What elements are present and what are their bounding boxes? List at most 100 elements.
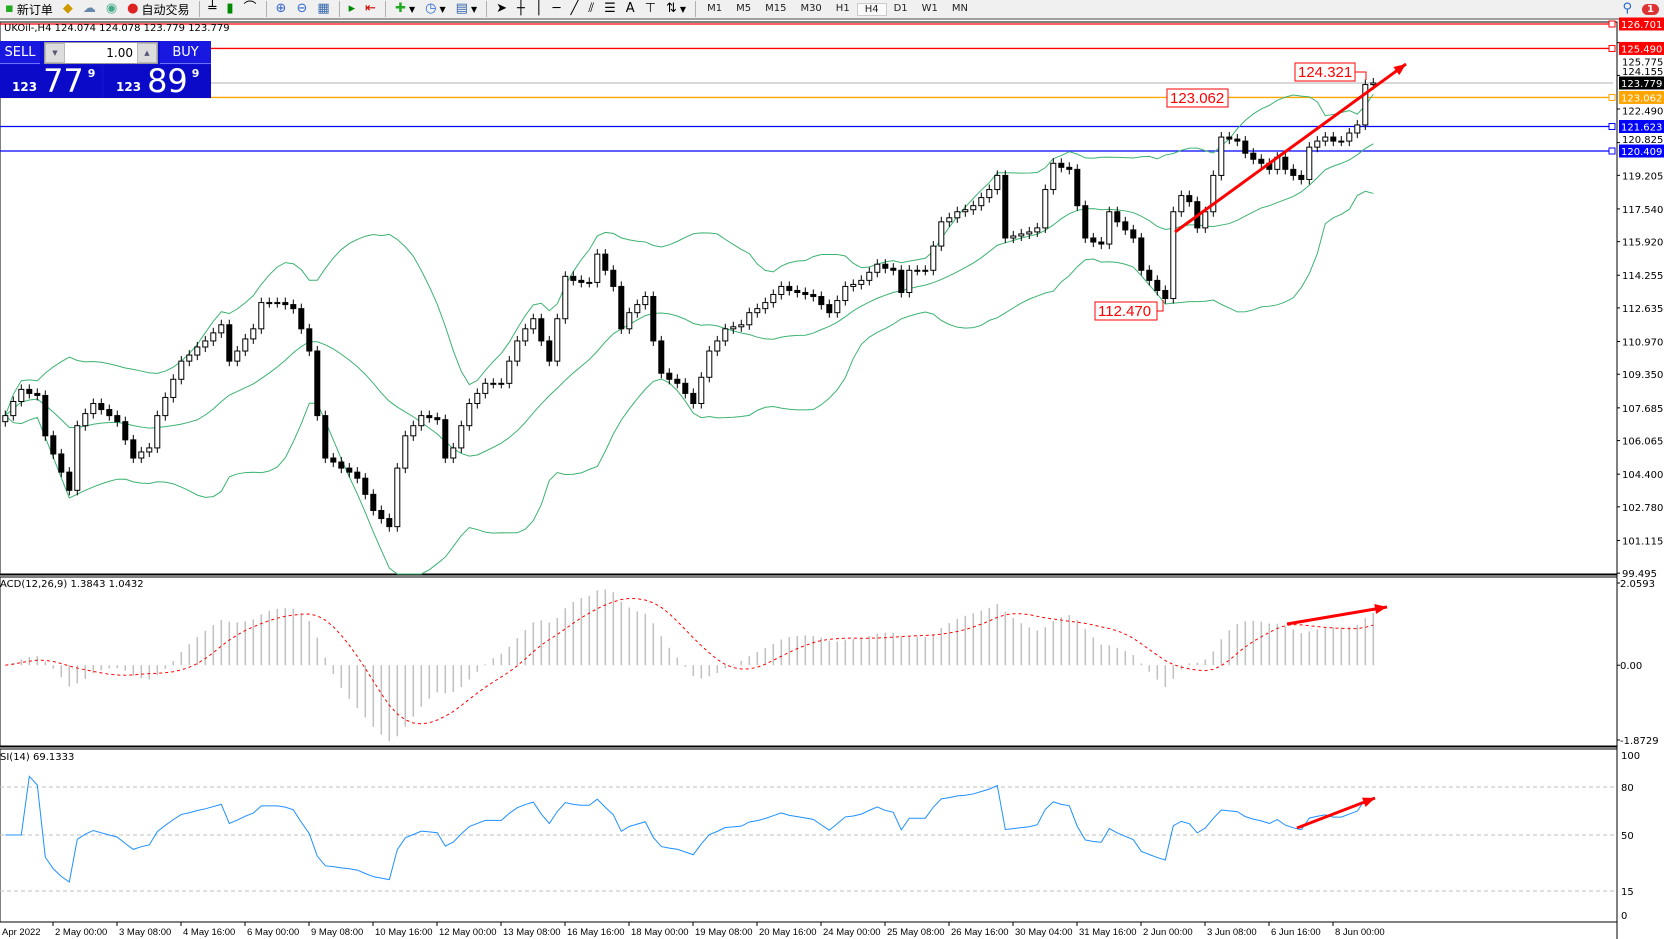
- notifications-button[interactable]: 1: [1637, 0, 1664, 18]
- chart-shift-button[interactable]: ⇤: [360, 0, 381, 18]
- arrows-tool[interactable]: ⇅ ▼: [661, 0, 691, 18]
- candle-bullish: [706, 350, 713, 378]
- candle-bullish: [250, 328, 257, 340]
- candle-chart-button[interactable]: ▮: [221, 0, 238, 18]
- candle-bearish: [354, 471, 361, 479]
- candle-bearish: [1162, 289, 1169, 300]
- buy-price[interactable]: 123 89 9: [104, 64, 211, 98]
- candle-bearish: [658, 340, 665, 374]
- trendline-tool[interactable]: ╱: [565, 0, 583, 18]
- horizontal-line-tool[interactable]: ─: [548, 0, 566, 18]
- candle-bullish: [82, 413, 89, 427]
- channel-tool[interactable]: ⫽: [583, 0, 599, 18]
- candle-bearish: [130, 439, 137, 459]
- tile-windows-button[interactable]: ▦: [312, 0, 334, 18]
- candle-bullish: [1218, 136, 1225, 176]
- periods-button[interactable]: ◷ ▼: [420, 0, 451, 18]
- sell-button[interactable]: SELL: [0, 41, 40, 64]
- search-button[interactable]: ⚲: [1618, 0, 1638, 18]
- indicators-button[interactable]: ✚ ▼: [390, 0, 420, 18]
- candle-bullish: [482, 382, 489, 394]
- toolbar-separator: [198, 1, 200, 17]
- timeframe-d1[interactable]: D1: [893, 2, 908, 14]
- line-handle: [1608, 44, 1616, 52]
- auto-trade-button[interactable]: ● 自动交易: [127, 1, 190, 17]
- candle-bullish: [594, 253, 601, 283]
- trendline-icon: ╱: [570, 1, 579, 16]
- candle-bullish: [258, 302, 265, 330]
- candle-bearish: [818, 296, 825, 306]
- candle-bearish: [570, 275, 577, 281]
- bar-chart-button[interactable]: ╧: [204, 0, 222, 18]
- timeframe-w1[interactable]: W1: [921, 2, 938, 14]
- zoom-in-button[interactable]: ⊕: [271, 0, 292, 18]
- price-label-connector: [1355, 71, 1367, 80]
- history-button[interactable]: ◆: [58, 0, 78, 18]
- line-chart-button[interactable]: ⌒: [239, 0, 262, 18]
- candle-bullish: [1042, 189, 1049, 229]
- candle-bullish: [762, 302, 769, 310]
- candle-bearish: [114, 415, 121, 423]
- crosshair-tool[interactable]: ┼: [512, 0, 530, 18]
- timeframe-m30[interactable]: M30: [800, 2, 822, 14]
- navigator-button[interactable]: ☁: [78, 0, 101, 18]
- templates-button[interactable]: ▤ ▼: [451, 0, 482, 18]
- toolbar-separator: [695, 1, 697, 17]
- text-label-tool[interactable]: ⊤: [640, 0, 661, 18]
- time-label: 25 May 08:00: [887, 927, 945, 938]
- candle-bearish: [1130, 229, 1137, 239]
- candle-bullish: [834, 300, 841, 314]
- price-tick-label: 112.635: [1622, 304, 1663, 315]
- candle-bearish: [122, 421, 129, 441]
- lot-increase-button[interactable]: ▲: [137, 43, 157, 63]
- rsi-line: [5, 775, 1374, 883]
- time-label: 2 Jun 00:00: [1143, 927, 1193, 938]
- candle-bullish: [202, 340, 209, 348]
- candle-bearish: [1242, 140, 1249, 154]
- zoom-out-button[interactable]: ⊖: [291, 0, 312, 18]
- signal-icon: ◉: [105, 1, 118, 16]
- chevron-up-icon: ▲: [144, 49, 150, 57]
- lot-decrease-button[interactable]: ▼: [45, 43, 65, 63]
- candle-bullish: [530, 318, 537, 330]
- vertical-line-tool[interactable]: │: [530, 0, 548, 18]
- candle-bearish: [106, 409, 113, 417]
- trend-arrow: [1174, 62, 1407, 234]
- new-order-button[interactable]: ▪ 新订单: [5, 1, 53, 17]
- timeframe-m15[interactable]: M15: [765, 2, 787, 14]
- book-icon: ◆: [62, 1, 73, 16]
- toolbar: ▪ 新订单 ◆ ☁ ◉ ● 自动交易 ╧ ▮ ⌒ ⊕ ⊖ ▦ ▸ ⇤ ✚ ▼ ◷ ▼ ▤…: [0, 0, 1664, 20]
- fibonacci-tool[interactable]: ☰: [599, 0, 621, 18]
- autoscroll-button[interactable]: ▸: [344, 0, 361, 18]
- price-label-box: [1166, 88, 1229, 108]
- time-label: 13 May 08:00: [503, 927, 561, 938]
- line-chart-icon: ⌒: [243, 1, 257, 16]
- candle-bullish: [1106, 211, 1113, 245]
- text-tool[interactable]: A: [621, 0, 640, 18]
- candle-bearish: [810, 294, 817, 298]
- signal-button[interactable]: ◉: [101, 0, 122, 18]
- timeframe-m5[interactable]: M5: [736, 2, 752, 14]
- candle-bearish: [674, 378, 681, 384]
- price-label-connector: [1157, 300, 1164, 312]
- lot-size-input[interactable]: 1.00: [106, 46, 133, 60]
- candle-bearish: [890, 267, 897, 271]
- candle-bullish: [730, 326, 737, 330]
- cursor-tool[interactable]: ➤: [491, 0, 512, 18]
- template-icon: ▤: [455, 1, 468, 16]
- buy-button[interactable]: BUY: [160, 41, 211, 64]
- timeframe-h1[interactable]: H1: [835, 2, 850, 14]
- timeframe-h4[interactable]: H4: [856, 2, 887, 16]
- lot-size-stepper[interactable]: ▼ 1.00 ▲: [44, 42, 158, 64]
- search-icon: ⚲: [1622, 1, 1633, 16]
- timeframe-mn[interactable]: MN: [951, 2, 968, 14]
- timeframe-m1[interactable]: M1: [707, 2, 723, 14]
- line-handle: [1608, 147, 1616, 155]
- price-label: 123.062: [1170, 90, 1224, 107]
- candle-bullish: [514, 340, 521, 362]
- rsi-trend-arrow: [1296, 796, 1376, 830]
- candle-bullish: [962, 209, 969, 213]
- sell-price[interactable]: 123 77 9: [0, 64, 101, 98]
- candle-bearish: [322, 415, 329, 459]
